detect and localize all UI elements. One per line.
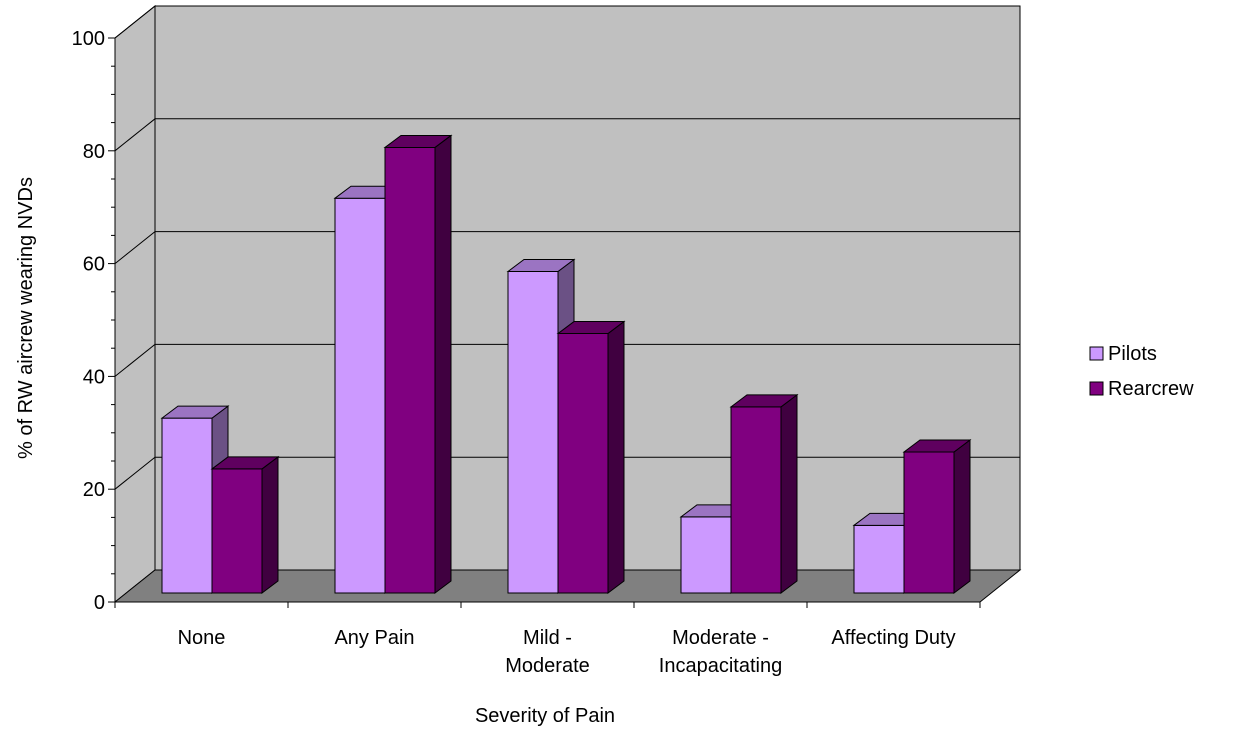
y-tick-label: 60 <box>83 254 105 276</box>
x-category-label: Moderate <box>505 655 590 677</box>
gridline <box>114 5 1020 39</box>
bar-side-rearcrew <box>434 134 452 594</box>
bar-side-rearcrew <box>261 455 279 594</box>
bar-top-rearcrew <box>210 456 280 470</box>
bar-top-rearcrew <box>729 394 799 408</box>
bar-pilots <box>680 516 732 594</box>
bar-side-rearcrew <box>780 393 798 594</box>
bar-top-pilots <box>160 405 230 419</box>
x-category-label: Mild - <box>523 627 572 649</box>
x-category-label: Any Pain <box>334 627 414 649</box>
x-category-label: Incapacitating <box>659 655 782 677</box>
x-category-label: Moderate - <box>672 627 769 649</box>
bar-rearcrew <box>730 406 782 594</box>
bar-rearcrew <box>903 451 955 594</box>
y-tick-label: 80 <box>83 141 105 163</box>
bar-side-rearcrew <box>953 439 971 594</box>
bar-pilots <box>334 197 386 594</box>
bar-rearcrew <box>557 333 609 594</box>
bar-top-pilots <box>506 259 576 273</box>
x-category-label: Affecting Duty <box>831 627 955 649</box>
y-tick-label: 100 <box>72 28 105 50</box>
x-axis-title: Severity of Pain <box>475 705 615 727</box>
bar-top-rearcrew <box>556 321 626 335</box>
bar-pilots <box>507 271 559 594</box>
y-tick-label: 0 <box>94 592 105 614</box>
bar-top-rearcrew <box>902 439 972 453</box>
gridline <box>114 343 1020 377</box>
y-tick-label: 40 <box>83 366 105 388</box>
bar-top-rearcrew <box>383 134 453 148</box>
legend-swatch-pilots <box>1089 346 1104 361</box>
legend-label-pilots: Pilots <box>1108 343 1157 365</box>
bar-pilots <box>853 524 905 594</box>
bar-rearcrew <box>211 468 263 594</box>
gridline <box>114 118 1020 152</box>
legend-swatch-rearcrew <box>1089 381 1104 396</box>
legend-label-rearcrew: Rearcrew <box>1108 378 1194 400</box>
gridline <box>114 231 1020 264</box>
x-category-label: None <box>178 627 226 649</box>
side-wall <box>114 4 156 604</box>
y-axis-title: % of RW aircrew wearing NVDs <box>15 177 37 459</box>
y-tick-label: 20 <box>83 479 105 501</box>
bar-pilots <box>161 417 213 594</box>
bar-rearcrew <box>384 146 436 594</box>
bar-side-rearcrew <box>607 320 625 594</box>
